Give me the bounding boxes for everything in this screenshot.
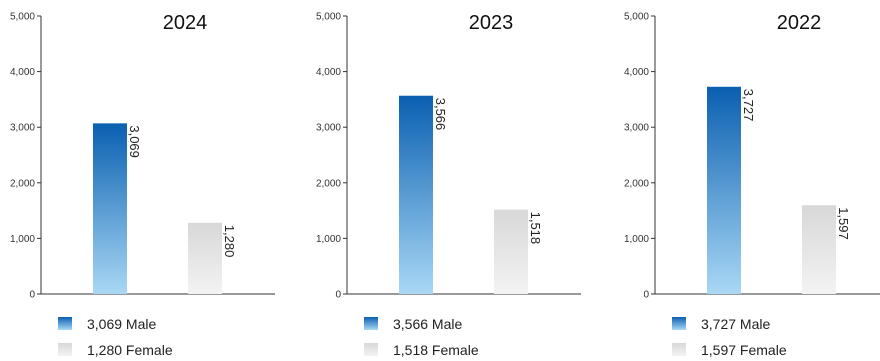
y-tick-label: 4,000 <box>10 67 35 78</box>
legend-label: 1,280 Female <box>87 342 173 358</box>
y-tick-label: 4,000 <box>316 67 341 78</box>
y-tick-label: 3,000 <box>316 123 341 134</box>
y-tick-label: 0 <box>643 290 649 301</box>
bar-female <box>494 209 528 294</box>
legend-swatch-female <box>672 343 686 356</box>
chart-panel-2023: 0 1,000 2,000 3,000 4,000 5,000 2023 3,566 1,518… <box>316 12 581 358</box>
bar-male <box>399 95 433 294</box>
legend-swatch-female <box>364 343 378 356</box>
bar-value-label: 3,069 <box>127 125 142 158</box>
y-tick-label: 5,000 <box>624 12 649 23</box>
bar-female <box>188 222 222 294</box>
bar-female <box>802 205 836 294</box>
chart-panel-2022: 0 1,000 2,000 3,000 4,000 5,000 2022 3,727 1,597… <box>624 12 880 358</box>
y-tick-label: 0 <box>335 290 341 301</box>
y-tick-label: 2,000 <box>624 178 649 189</box>
chart-title: 2022 <box>777 12 822 34</box>
bar-value-label: 3,727 <box>741 89 756 122</box>
bar-value-label: 1,597 <box>836 207 851 240</box>
y-tick-label: 4,000 <box>624 67 649 78</box>
chart-title: 2024 <box>163 12 208 34</box>
chart-panel-2024: 0 1,000 2,000 3,000 4,000 5,000 2024 3,069 1,280… <box>10 12 275 358</box>
y-tick-label: 2,000 <box>316 178 341 189</box>
y-tick-label: 5,000 <box>10 12 35 23</box>
y-tick-label: 1,000 <box>316 234 341 245</box>
y-tick-label: 2,000 <box>10 178 35 189</box>
legend-label: 1,597 Female <box>701 342 787 358</box>
legend-swatch-female <box>58 343 72 356</box>
y-tick-label: 5,000 <box>316 12 341 23</box>
y-tick-label: 0 <box>29 290 35 301</box>
bar-male <box>93 123 127 294</box>
bar-value-label: 1,280 <box>222 225 237 258</box>
legend-label: 1,518 Female <box>393 342 479 358</box>
y-tick-label: 1,000 <box>10 234 35 245</box>
bar-value-label: 1,518 <box>528 212 543 245</box>
legend-swatch-male <box>672 317 686 330</box>
legend-swatch-male <box>364 317 378 330</box>
bar-value-label: 3,566 <box>433 98 448 131</box>
legend-label: 3,069 Male <box>87 316 156 332</box>
legend-label: 3,566 Male <box>393 316 462 332</box>
legend-swatch-male <box>58 317 72 330</box>
y-tick-label: 1,000 <box>624 234 649 245</box>
chart-title: 2023 <box>469 12 514 34</box>
legend-label: 3,727 Male <box>701 316 770 332</box>
y-tick-label: 3,000 <box>624 123 649 134</box>
y-tick-label: 3,000 <box>10 123 35 134</box>
bar-male <box>707 86 741 294</box>
